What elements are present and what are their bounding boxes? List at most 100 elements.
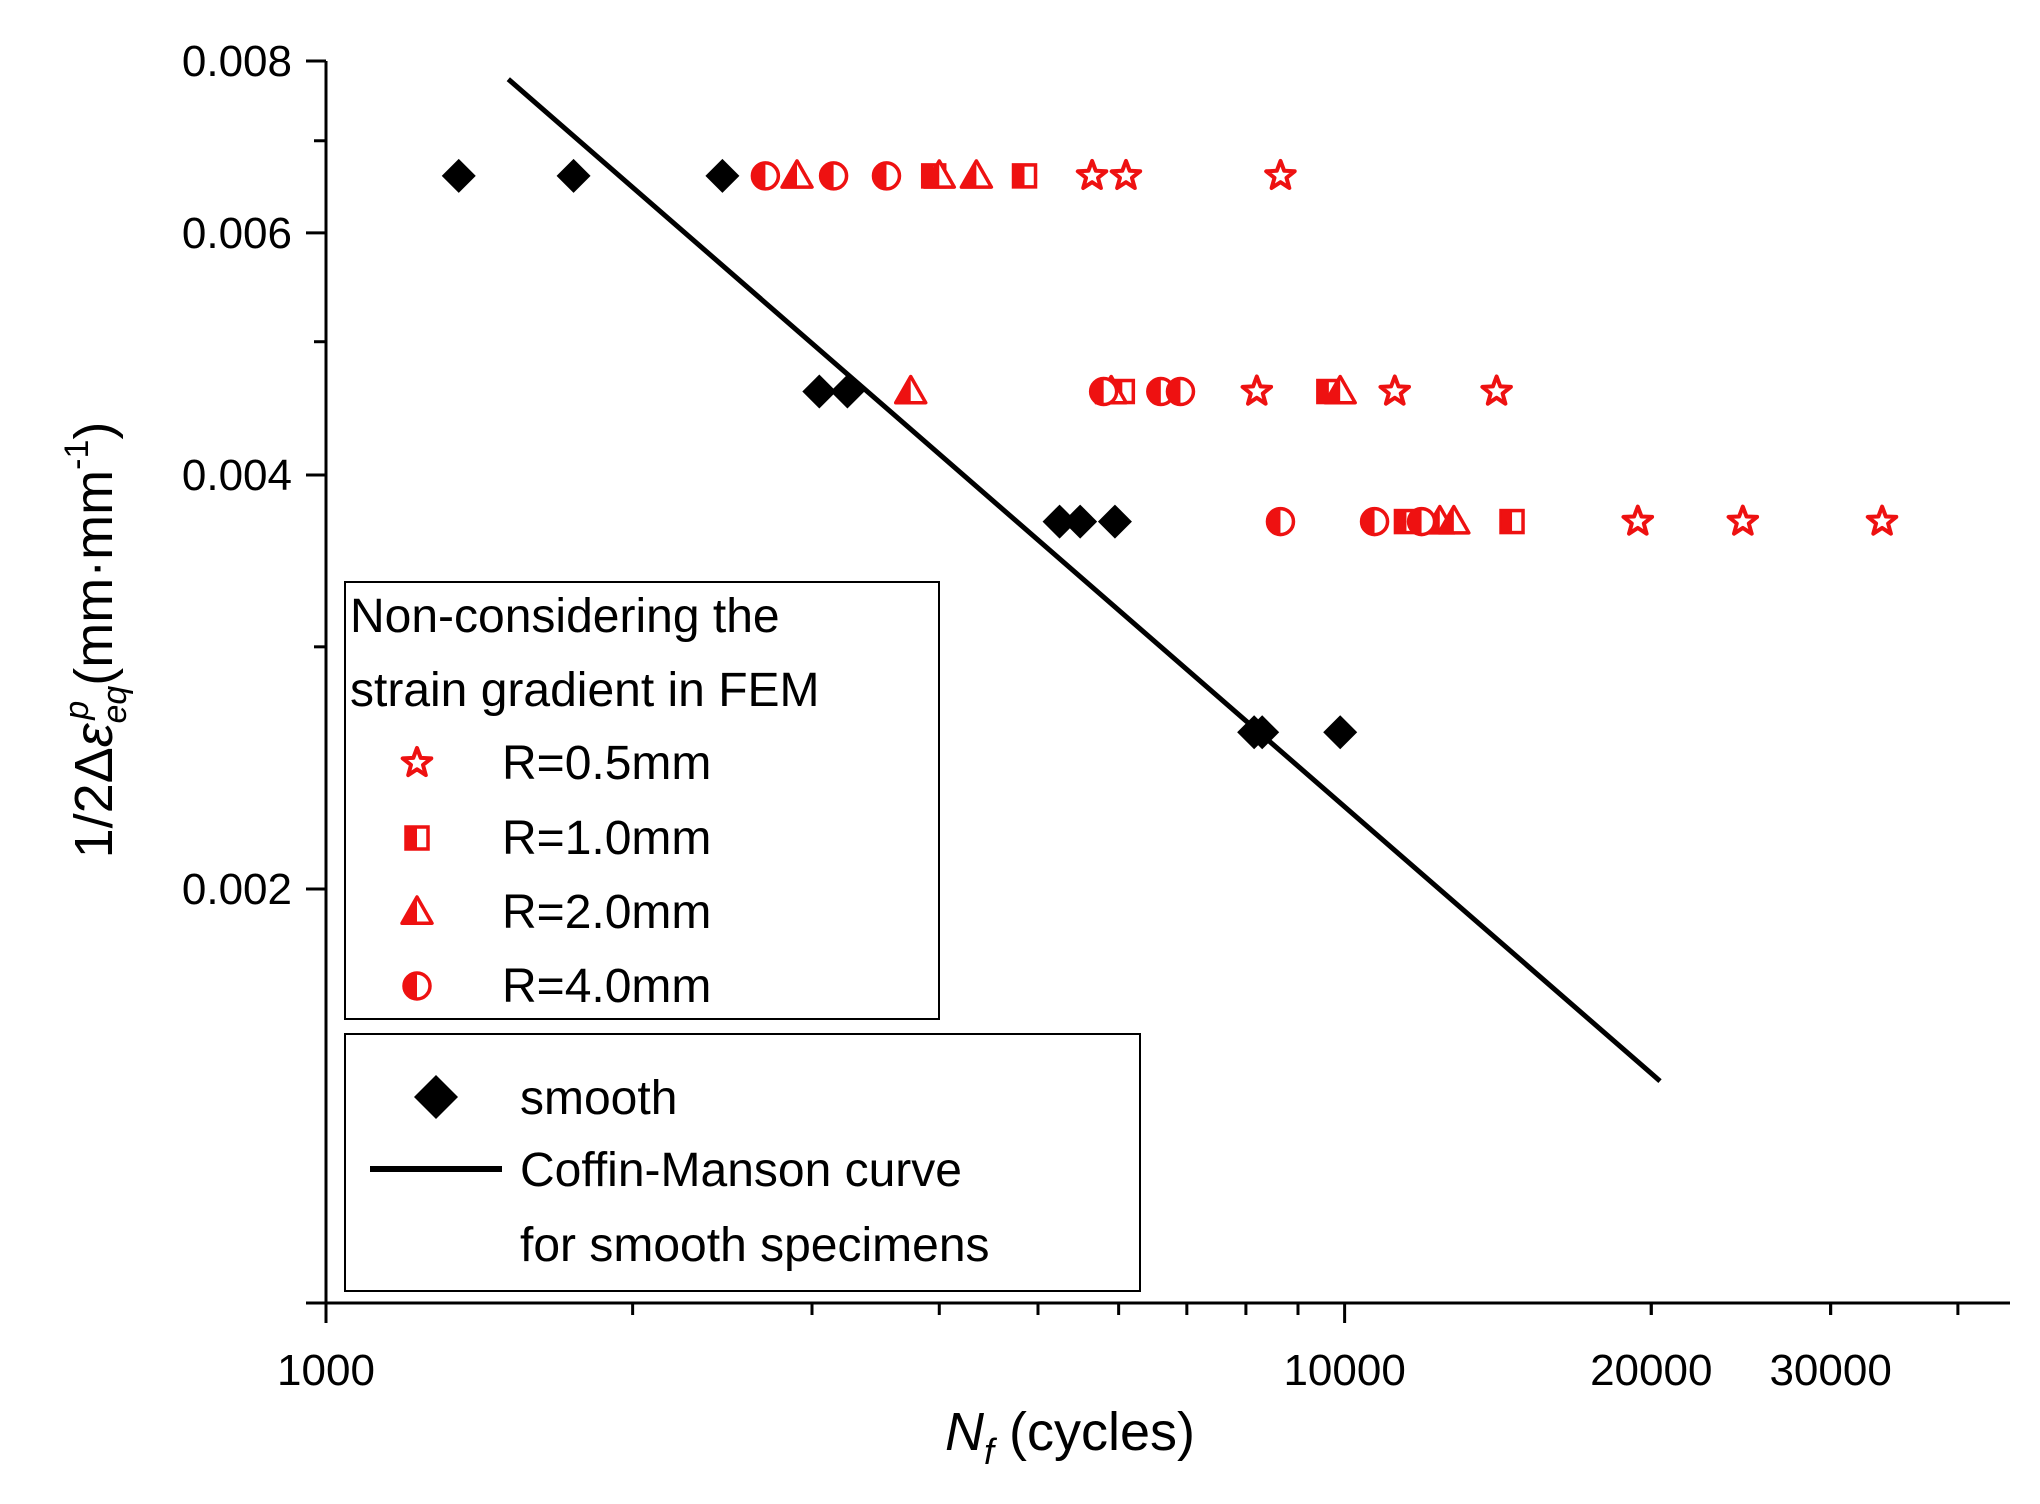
legend-marker-half-triangle (400, 895, 434, 925)
x-tick-label: 20000 (1590, 1346, 1712, 1395)
diamond-shape (556, 158, 591, 193)
triangle-fill-half (961, 160, 977, 188)
legend-entry-r40: R=4.0mm (502, 960, 711, 1013)
circle-fill-half (404, 973, 417, 999)
star-shape (400, 746, 434, 778)
data-point (1323, 374, 1357, 405)
series-r-1-0mm (920, 163, 1525, 535)
data-point (871, 161, 902, 191)
diamond-shape (705, 158, 740, 193)
data-point (556, 158, 591, 193)
data-point (1359, 506, 1390, 537)
series-r-2-0mm (780, 159, 1471, 535)
legend-red-box (344, 581, 940, 1020)
legend-black-box (344, 1033, 1141, 1292)
legend-entry-coffin-line2: for smooth specimens (520, 1219, 990, 1272)
square-fill-half (1013, 164, 1025, 187)
data-point (1109, 158, 1143, 190)
data-point (1437, 504, 1471, 535)
diamond-shape (830, 374, 865, 409)
data-point (1480, 374, 1513, 406)
data-point (780, 159, 814, 189)
circle-fill-half (752, 162, 766, 189)
circle-fill-half (1167, 378, 1181, 405)
circle-fill-half (820, 162, 834, 189)
triangle-fill-half (895, 376, 911, 403)
star-shape (1109, 158, 1143, 190)
data-point (802, 374, 837, 409)
legend-entry-smooth: smooth (520, 1072, 677, 1125)
series-r-0-5mm (1075, 158, 1899, 536)
x-tick-label: 30000 (1769, 1346, 1891, 1395)
triangle-fill-half (1424, 506, 1440, 533)
star-shape (1075, 158, 1109, 190)
data-point (1042, 504, 1077, 539)
fit-line-layer (506, 77, 1662, 1083)
legend-marker-half-square (404, 825, 430, 851)
data-point (441, 158, 476, 193)
triangle-fill-half (1325, 376, 1341, 403)
data-point (1621, 504, 1655, 536)
fit-line-coffin-manson (506, 77, 1662, 1083)
y-axis-title: 1/2Δεeqp (mm·mm-1) (58, 422, 134, 859)
data-point (1063, 504, 1098, 539)
data-point (893, 374, 928, 405)
data-point (1865, 504, 1899, 536)
legend-black: smooth Coffin-Manson curve for smooth sp… (344, 1033, 1141, 1292)
square-fill-half (1501, 510, 1513, 533)
data-point (1264, 158, 1297, 190)
legend-marker-star (400, 746, 434, 778)
square-fill-half (1395, 510, 1407, 533)
triangle-fill-half (782, 160, 798, 188)
data-point (1097, 504, 1132, 539)
star-shape (1480, 374, 1513, 406)
x-axis-title: Nf (cycles) (945, 1402, 1195, 1472)
data-point (1165, 376, 1196, 407)
y-tick-label: 0.008 (182, 37, 292, 86)
series-smooth (441, 158, 1358, 750)
legend-entry-r05: R=0.5mm (502, 737, 711, 790)
data-point (1406, 506, 1437, 537)
star-shape (1378, 374, 1411, 406)
y-tick-label: 0.006 (182, 209, 292, 258)
data-point (1726, 504, 1760, 536)
legend-red-title-line1: Non-considering the (350, 590, 780, 643)
circle-fill-half (1361, 508, 1375, 535)
square-fill-half (406, 827, 417, 849)
data-point (1240, 374, 1274, 406)
circle-fill-half (1408, 508, 1422, 535)
star-shape (1726, 504, 1760, 536)
triangle-fill-half (402, 897, 417, 924)
legend-red: Non-considering the strain gradient in F… (344, 581, 940, 1020)
data-point (830, 374, 865, 409)
square-fill-half (922, 164, 934, 187)
x-tick-label: 1000 (277, 1346, 375, 1395)
data-point (922, 159, 957, 189)
y-tick-label: 0.002 (182, 865, 292, 914)
data-point (1323, 715, 1358, 750)
square-fill-half (1317, 380, 1329, 403)
data-point (818, 161, 849, 191)
diamond-shape (1097, 504, 1132, 539)
data-point (1088, 376, 1119, 407)
legend-marker-half-circle (402, 971, 432, 1001)
legend-red-markers (400, 746, 434, 1001)
circle-fill-half (1267, 508, 1281, 535)
legend-entry-r10: R=1.0mm (502, 812, 711, 865)
legend-smooth-marker (414, 1075, 458, 1119)
star-shape (1240, 374, 1274, 406)
diamond-shape (802, 374, 837, 409)
star-shape (1621, 504, 1655, 536)
diamond-shape (441, 158, 476, 193)
axes: 1000 10000 20000 30000 0.002 0.004 0.006 0.008 (182, 37, 2010, 1395)
data-point (1075, 158, 1109, 190)
data-point (959, 159, 994, 189)
x-tick-label: 10000 (1283, 1346, 1405, 1395)
circle-fill-half (873, 162, 887, 189)
data-point (705, 158, 740, 193)
data-point (1265, 506, 1296, 537)
data-point (1378, 374, 1411, 406)
series-r-4-0mm (750, 161, 1437, 537)
data-point (1245, 715, 1280, 750)
